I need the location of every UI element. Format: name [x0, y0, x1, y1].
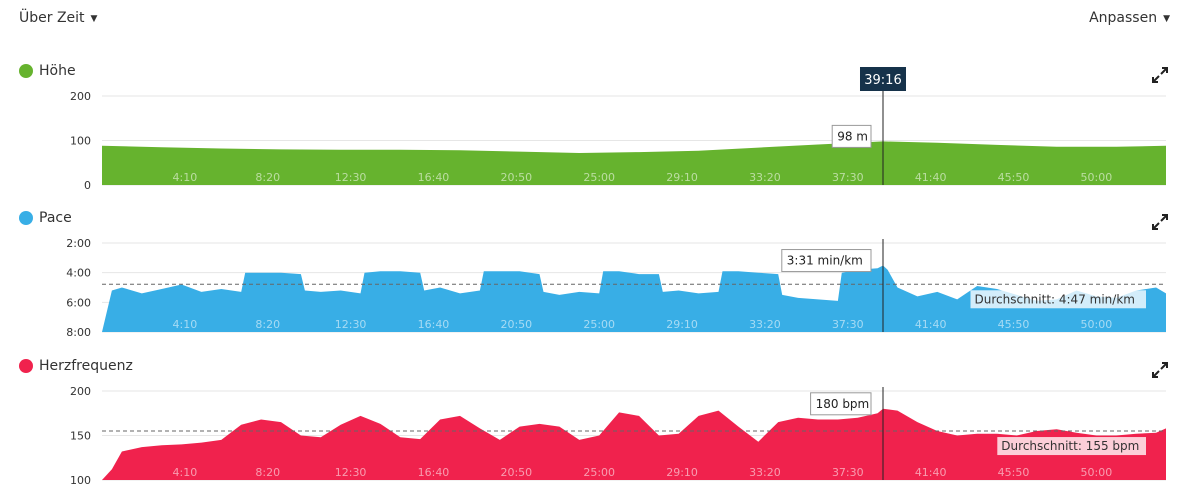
time-axis-label: Über Zeit — [19, 10, 85, 26]
expand-icon[interactable] — [1152, 214, 1168, 230]
heart-rate-title: Herzfrequenz — [19, 358, 133, 374]
heart-rate-chart[interactable]: 100 150 200 4:10 8:20 12:30 16:40 20:50 25:00 29:… — [0, 378, 1183, 488]
y-tick-label: 4:00 — [66, 267, 91, 280]
y-tick-label: 0 — [84, 179, 91, 192]
cursor-time-label: 39:16 — [864, 73, 901, 88]
elevation-title: Höhe — [19, 63, 76, 79]
customize-label: Anpassen — [1089, 10, 1158, 26]
x-tick-label: 8:20 — [255, 171, 280, 184]
x-tick-label: 29:10 — [666, 466, 698, 479]
x-tick-label: 25:00 — [583, 318, 615, 331]
x-tick-label: 33:20 — [749, 318, 781, 331]
x-tick-label: 41:40 — [915, 318, 947, 331]
x-tick-label: 25:00 — [583, 171, 615, 184]
heart-rate-title-text: Herzfrequenz — [39, 358, 133, 374]
average-label-bg — [970, 290, 1146, 309]
x-tick-label: 16:40 — [418, 466, 450, 479]
average-label: Durchschnitt: 155 bpm — [1001, 439, 1139, 453]
x-tick-label: 16:40 — [418, 318, 450, 331]
y-tick-label: 200 — [70, 385, 91, 398]
x-tick-label: 4:10 — [173, 466, 198, 479]
customize-dropdown[interactable]: Anpassen ▼ — [1089, 10, 1170, 26]
x-tick-label: 37:30 — [832, 318, 864, 331]
x-tick-label: 50:00 — [1081, 466, 1113, 479]
value-tooltip-box — [831, 124, 872, 148]
y-tick-label: 2:00 — [66, 237, 91, 250]
x-tick-label: 12:30 — [335, 171, 367, 184]
pace-chart[interactable]: 2:00 4:00 6:00 8:00 4:10 8:20 12:30 16:40 20:50 2… — [0, 230, 1183, 340]
expand-icon[interactable] — [1152, 67, 1168, 83]
x-tick-label: 29:10 — [666, 318, 698, 331]
y-tick-label: 100 — [70, 474, 91, 487]
x-tick-label: 45:50 — [998, 318, 1030, 331]
x-tick-label: 41:40 — [915, 466, 947, 479]
x-tick-label: 8:20 — [255, 318, 280, 331]
series-area — [102, 408, 1166, 480]
average-label: Durchschnitt: 4:47 min/km — [975, 292, 1135, 306]
x-tick-label: 29:10 — [666, 171, 698, 184]
caret-down-icon: ▼ — [1163, 14, 1170, 24]
x-tick-label: 33:20 — [749, 466, 781, 479]
x-tick-label: 20:50 — [500, 171, 532, 184]
series-area — [102, 265, 1166, 332]
time-axis-dropdown[interactable]: Über Zeit ▼ — [19, 10, 97, 26]
pace-panel: Pace 2:00 4:00 6:00 8:00 4:10 8:20 12:30 16:40 2… — [0, 210, 1183, 340]
x-tick-label: 16:40 — [418, 171, 450, 184]
cursor-time-box — [859, 67, 906, 91]
pace-title: Pace — [19, 210, 72, 226]
x-tick-label: 12:30 — [335, 318, 367, 331]
elevation-legend-dot — [19, 64, 33, 78]
elevation-title-text: Höhe — [39, 63, 76, 79]
y-tick-label: 150 — [70, 430, 91, 443]
expand-icon[interactable] — [1152, 362, 1168, 378]
heart-rate-panel: Herzfrequenz 100 150 200 4:10 8:20 12:30 16:40… — [0, 358, 1183, 498]
x-tick-label: 50:00 — [1081, 318, 1113, 331]
average-label-bg — [997, 437, 1146, 456]
y-tick-label: 6:00 — [66, 296, 91, 309]
x-tick-label: 33:20 — [749, 171, 781, 184]
x-tick-label: 12:30 — [335, 466, 367, 479]
x-tick-label: 37:30 — [832, 466, 864, 479]
y-tick-label: 200 — [70, 90, 91, 103]
x-tick-label: 8:20 — [255, 466, 280, 479]
value-tooltip-box — [781, 249, 872, 273]
x-tick-label: 20:50 — [500, 466, 532, 479]
x-tick-label: 50:00 — [1081, 171, 1113, 184]
value-tooltip-box — [810, 392, 872, 416]
x-tick-label: 45:50 — [998, 171, 1030, 184]
pace-legend-dot — [19, 211, 33, 225]
x-tick-label: 20:50 — [500, 318, 532, 331]
caret-down-icon: ▼ — [90, 14, 98, 24]
series-area — [102, 141, 1166, 185]
value-tooltip: 180 bpm — [816, 397, 870, 411]
elevation-panel: Höhe 0 100 200 4:10 8:20 12:30 16:40 20:50 25:00… — [0, 63, 1183, 193]
value-tooltip: 3:31 min/km — [787, 254, 863, 268]
x-tick-label: 4:10 — [173, 171, 198, 184]
elevation-chart[interactable]: 0 100 200 4:10 8:20 12:30 16:40 20:50 25:00 29:10… — [0, 67, 1183, 193]
heart-rate-legend-dot — [19, 359, 33, 373]
x-tick-label: 45:50 — [998, 466, 1030, 479]
value-tooltip: 98 m — [837, 129, 868, 143]
x-tick-label: 4:10 — [173, 318, 198, 331]
x-tick-label: 41:40 — [915, 171, 947, 184]
x-tick-label: 37:30 — [832, 171, 864, 184]
pace-title-text: Pace — [39, 210, 72, 226]
y-tick-label: 100 — [70, 135, 91, 148]
y-tick-label: 8:00 — [66, 326, 91, 339]
x-tick-label: 25:00 — [583, 466, 615, 479]
